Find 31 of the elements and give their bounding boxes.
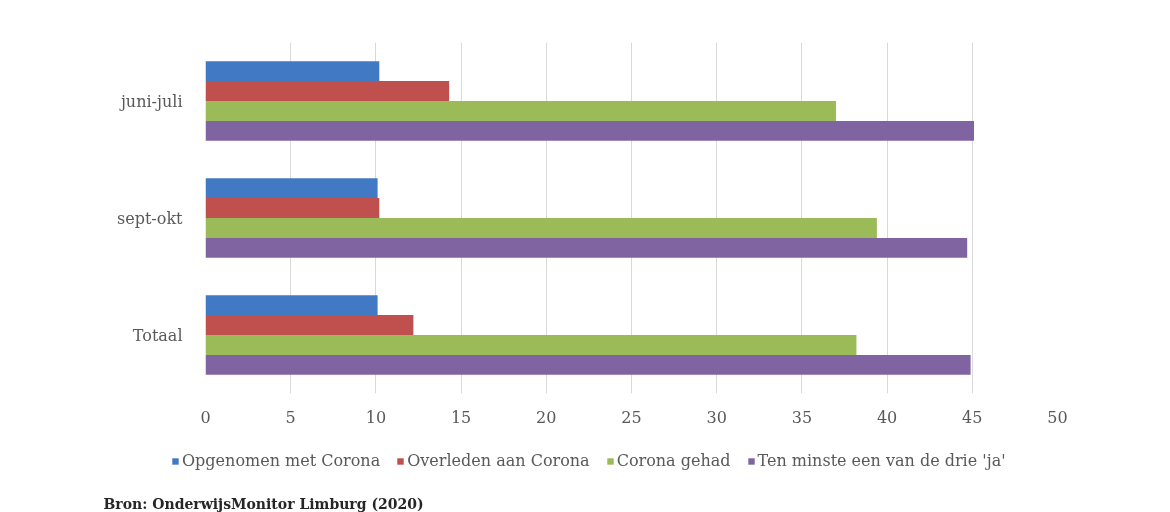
legend-label: Overleden aan Corona — [407, 451, 590, 470]
bar — [205, 61, 380, 82]
x-tick-label: 45 — [962, 407, 983, 427]
x-tick-label: 35 — [791, 407, 813, 427]
bar — [205, 218, 877, 238]
x-tick-label: 25 — [621, 407, 642, 427]
bar — [205, 335, 857, 355]
legend-label: Ten minste een van de drie 'ja' — [757, 451, 1006, 470]
x-tick-label: 5 — [285, 407, 296, 427]
bar — [205, 198, 380, 218]
bar — [205, 237, 968, 258]
x-tick-label: 15 — [450, 407, 472, 427]
x-tick-label: 40 — [876, 407, 898, 427]
x-tick-label: 0 — [200, 407, 211, 427]
legend-label: Corona gehad — [616, 451, 731, 470]
legend-label: Opgenomen met Corona — [182, 451, 381, 470]
bar — [205, 354, 971, 375]
bar — [205, 315, 414, 335]
bar — [205, 178, 378, 199]
x-tick-label: 30 — [706, 407, 727, 427]
bar — [205, 81, 450, 101]
text: Bron: OnderwijsMonitor Limburg (2020) — [103, 495, 424, 512]
bar — [205, 101, 836, 121]
y-tick-label: Totaal — [132, 325, 183, 345]
y-tick-label: sept-okt — [116, 208, 184, 228]
y-tick-label: juni-juli — [118, 91, 183, 111]
x-tick-label: 20 — [536, 407, 557, 427]
bar — [205, 295, 378, 316]
x-tick-label: 10 — [365, 407, 387, 427]
x-tick-label: 50 — [1047, 407, 1068, 427]
bar — [205, 120, 974, 141]
